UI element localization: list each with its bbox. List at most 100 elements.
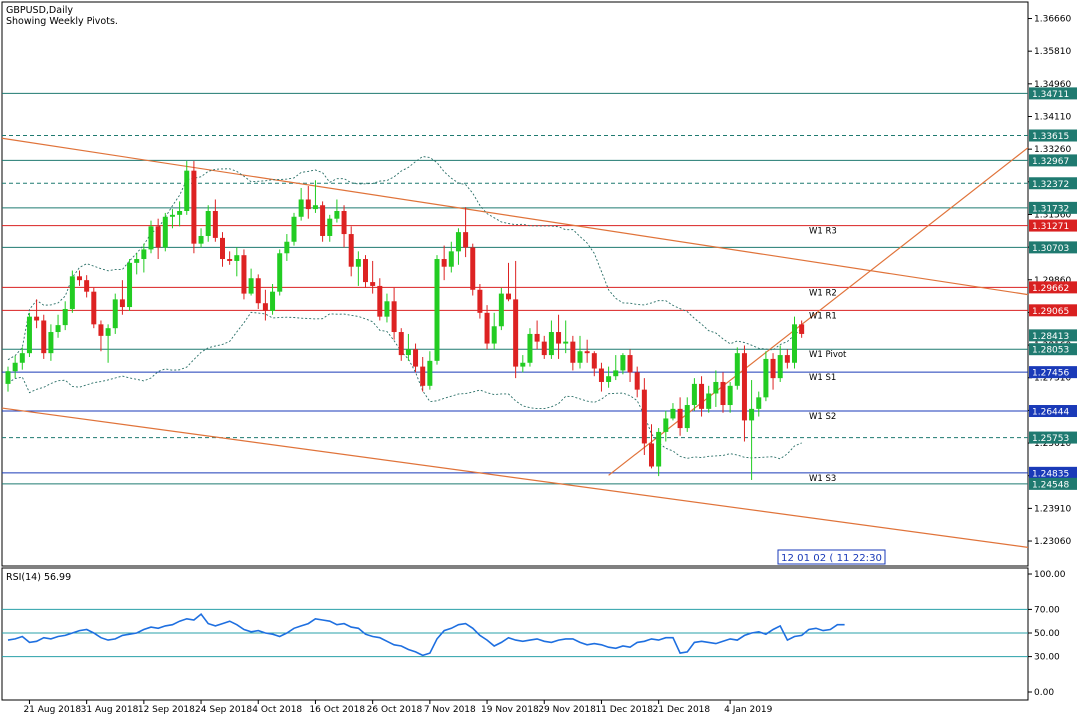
y-tick-label: 1.27310	[1034, 374, 1071, 384]
candle	[291, 212, 297, 246]
candle-body	[227, 259, 233, 261]
candle	[34, 299, 40, 329]
price-levels	[2, 92, 1028, 485]
candle-body	[162, 216, 168, 248]
trendline	[1, 137, 1029, 296]
candle-body	[541, 341, 547, 356]
candle-body	[670, 408, 676, 419]
candle	[734, 347, 740, 390]
candle-body	[506, 293, 511, 300]
candle-body	[320, 205, 326, 236]
candle	[284, 234, 290, 261]
y-tick-label: 1.23060	[1034, 537, 1071, 547]
candle-body	[448, 251, 454, 267]
candle	[391, 287, 397, 340]
candle	[420, 356, 426, 392]
candle	[677, 397, 683, 436]
x-tick-label: 4 Jan 2019	[724, 705, 772, 715]
candle-body	[734, 353, 740, 386]
candle-body	[749, 408, 755, 421]
candle-body	[291, 216, 297, 242]
candle	[241, 249, 247, 300]
candle	[184, 161, 190, 215]
candle	[520, 355, 526, 373]
y-tick-label: 1.23910	[1034, 504, 1071, 514]
rsi-title: RSI(14) 56.99	[6, 572, 71, 583]
candle-body	[563, 341, 569, 344]
candle-body	[527, 333, 533, 363]
rsi-frame	[1, 567, 1029, 701]
price-level-label: 1.30703	[1032, 244, 1069, 254]
candle-body	[41, 320, 47, 354]
candle	[556, 314, 562, 359]
candle-body	[656, 431, 662, 467]
candle-body	[155, 226, 161, 248]
candle-body	[198, 235, 204, 244]
y-tick-label: 1.35810	[1034, 47, 1071, 57]
y-tick-label: 1.34960	[1034, 80, 1071, 90]
candle	[598, 362, 604, 392]
price-level-box	[1029, 241, 1077, 254]
candle-body	[119, 299, 125, 308]
candle-body	[699, 383, 705, 409]
price-level-box	[1029, 329, 1077, 342]
candle-body	[270, 291, 276, 311]
candle	[363, 255, 368, 288]
candle	[770, 353, 776, 390]
candle	[105, 324, 111, 363]
candle-body	[19, 353, 25, 363]
x-tick-label: 21 Dec 2018	[653, 705, 711, 715]
price-level-box	[1029, 343, 1077, 356]
candle-body	[134, 259, 140, 263]
chart-title: GBPUSD,Daily	[6, 5, 73, 16]
candle-body	[255, 278, 261, 304]
candle	[484, 305, 490, 350]
candle-body	[91, 291, 97, 325]
candle	[205, 205, 211, 242]
candle-body	[792, 324, 797, 363]
candle-body	[98, 324, 104, 336]
candle	[48, 324, 54, 361]
rsi-tick-label: 30.00	[1034, 653, 1060, 663]
candle-body	[205, 211, 211, 236]
candle-body	[413, 349, 419, 367]
countdown-timer-text: 12 01 02 ( 11 22:30	[781, 553, 882, 564]
candle-body	[34, 316, 40, 321]
chart-frames	[1, 1, 1029, 701]
y-tick-label: 1.34110	[1034, 112, 1071, 122]
candle	[41, 314, 47, 359]
candle-body	[370, 282, 376, 286]
y-tick-label: 1.29860	[1034, 276, 1071, 286]
candle-body	[348, 234, 354, 267]
rsi-line	[7, 612, 845, 657]
price-level-label: 1.34711	[1032, 90, 1069, 100]
candle-body	[391, 301, 397, 333]
candle	[298, 187, 304, 221]
price-level-box	[1029, 154, 1077, 167]
candle-body	[649, 443, 654, 467]
candle-body	[463, 232, 469, 248]
candle	[713, 370, 719, 407]
candle	[699, 376, 705, 417]
candle-body	[363, 259, 368, 283]
candle-body	[477, 289, 483, 313]
x-tick-label: 31 Aug 2018	[81, 705, 139, 715]
candle	[141, 243, 147, 273]
candle-body	[77, 276, 82, 281]
candle	[148, 220, 154, 254]
candle	[234, 247, 240, 277]
candle-body	[706, 393, 712, 409]
candle	[663, 410, 669, 442]
y-tick-label: 1.25610	[1034, 439, 1071, 449]
candle-body	[169, 214, 175, 217]
x-tick-label: 19 Nov 2018	[481, 705, 539, 715]
candle	[398, 328, 404, 361]
price-level-label: 1.24835	[1032, 469, 1069, 479]
candle-body	[284, 241, 290, 254]
candle	[763, 351, 769, 402]
price-level-label: 1.26444	[1032, 408, 1069, 418]
candle	[270, 284, 276, 315]
candle-body	[799, 324, 805, 334]
candle-body	[513, 299, 519, 367]
